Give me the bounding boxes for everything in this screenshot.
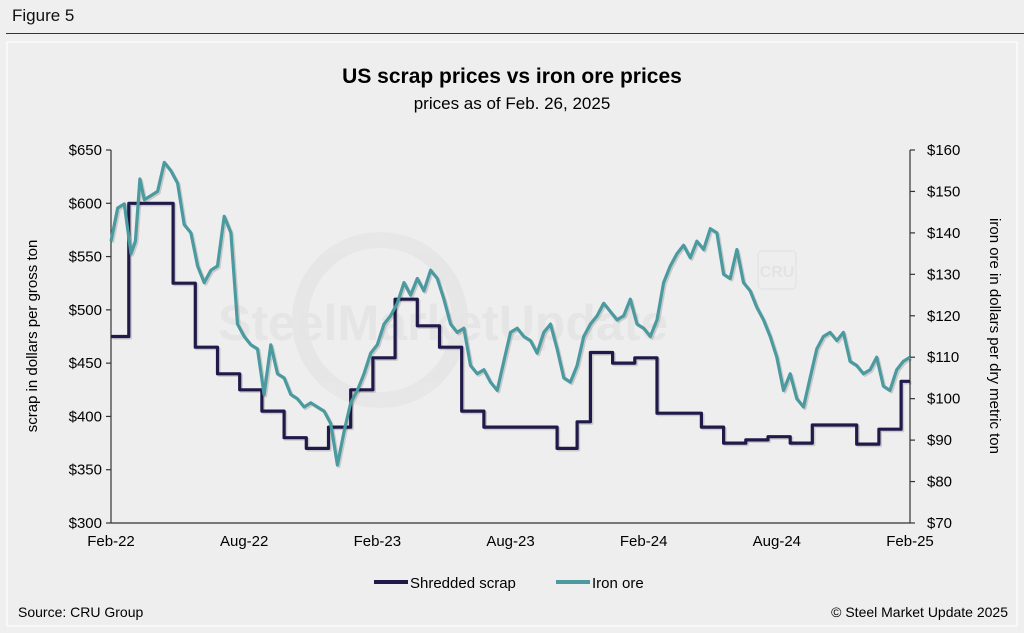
chart-panel xyxy=(6,41,1018,627)
y-tick-label-left: $650 xyxy=(69,142,102,159)
cru-logo-text: CRU xyxy=(760,264,795,281)
y-tick-label-right: $120 xyxy=(927,308,960,325)
x-tick-label: Feb-24 xyxy=(620,533,668,550)
x-tick-label: Feb-25 xyxy=(886,533,934,550)
x-tick-label: Aug-23 xyxy=(486,533,534,550)
y-tick-label-right: $140 xyxy=(927,225,960,242)
x-tick-label: Aug-22 xyxy=(220,533,268,550)
y-tick-label-right: $110 xyxy=(927,349,959,366)
y-tick-label-left: $450 xyxy=(69,355,102,372)
series-group xyxy=(109,160,913,469)
y-tick-label-left: $500 xyxy=(69,302,102,319)
x-tick-label: Feb-22 xyxy=(87,533,135,550)
x-tick-label: Aug-24 xyxy=(753,533,801,550)
y-tick-label-right: $150 xyxy=(927,183,960,200)
figure-label: Figure 5 xyxy=(12,6,75,25)
watermark-swoosh xyxy=(292,232,468,408)
legend-label-scrap: Shredded scrap xyxy=(410,575,516,592)
y-tick-label-right: $130 xyxy=(927,266,960,283)
x-tick-label: Feb-23 xyxy=(354,533,402,550)
copyright-note: © Steel Market Update 2025 xyxy=(831,604,1008,620)
y-tick-label-left: $350 xyxy=(69,462,102,479)
legend-label-iron: Iron ore xyxy=(592,575,644,592)
watermark-text: SteelMarketUpdate xyxy=(218,295,668,351)
cru-logo-box xyxy=(757,250,797,290)
series-line-iron-ore xyxy=(109,160,911,467)
y-tick-label-right: $160 xyxy=(927,142,960,159)
y-tick-label-right: $90 xyxy=(927,432,952,449)
source-note: Source: CRU Group xyxy=(18,604,143,620)
figure-rule xyxy=(6,33,1024,34)
y-tick-label-left: $300 xyxy=(69,515,102,532)
y-tick-label-left: $550 xyxy=(69,249,102,266)
chart-subtitle: prices as of Feb. 26, 2025 xyxy=(414,94,611,113)
legend: Shredded scrap Iron ore xyxy=(374,575,644,592)
axes: $300 $350 $400 $450 $500 $550 $600 $650 $70 $80 $9… xyxy=(69,142,961,550)
y-tick-label-left: $600 xyxy=(69,195,102,212)
y-axis-left-label: scrap in dollars per gross ton xyxy=(24,240,41,433)
watermark: SteelMarketUpdate CRU xyxy=(218,232,797,408)
y-axis-right-label: iron ore in dollars per dry metric ton xyxy=(986,218,1003,454)
y-tick-label-right: $100 xyxy=(927,391,960,408)
y-tick-label-left: $400 xyxy=(69,408,102,425)
chart-title: US scrap prices vs iron ore prices xyxy=(342,65,682,88)
y-tick-label-right: $80 xyxy=(927,474,952,491)
series-line-shredded-scrap xyxy=(111,201,910,450)
y-tick-label-right: $70 xyxy=(927,515,952,532)
